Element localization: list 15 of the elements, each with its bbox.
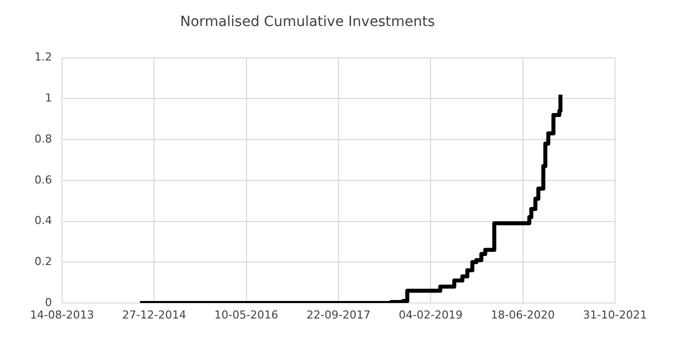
- y-tick-label: 0.2: [34, 254, 52, 268]
- y-tick-label: 0.8: [34, 132, 52, 146]
- y-tick-label: 0.4: [34, 214, 52, 228]
- x-tick-label: 27-12-2014: [122, 308, 186, 322]
- y-tick-label: 1.2: [34, 50, 52, 64]
- y-tick-label: 0.6: [34, 173, 52, 186]
- y-tick-label: 1: [45, 92, 52, 105]
- chart-title: Normalised Cumulative Investments: [180, 14, 435, 30]
- x-tick-label: 31-10-2021: [583, 308, 647, 322]
- x-tick-label: 22-09-2017: [306, 308, 370, 322]
- x-tick-label: 04-02-2019: [398, 308, 463, 322]
- x-tick-label: 14-08-2013: [30, 308, 94, 322]
- x-tick-label: 10-05-2016: [214, 308, 278, 322]
- y-tick-label: 0: [45, 296, 52, 309]
- x-tick-label: 18-06-2020: [490, 308, 555, 322]
